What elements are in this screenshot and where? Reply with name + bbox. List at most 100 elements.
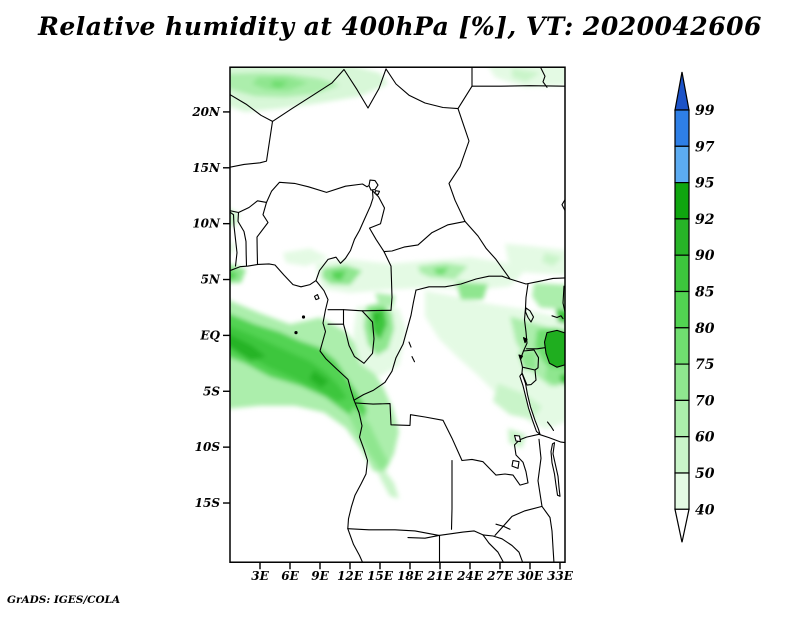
humidity-patch-angola-tongue-ext <box>378 470 399 499</box>
humidity-patch-west-equatorial-spot1 <box>230 334 266 362</box>
lon-tick-label: 15E <box>367 569 394 583</box>
border-burkina-niger-benin <box>230 200 268 214</box>
lat-tick-label: 5N <box>201 273 221 287</box>
humidity-patch-nigeria-pale <box>283 248 328 267</box>
lon-tick-label: 21E <box>426 569 454 583</box>
colorbar-segment <box>674 145 690 184</box>
border-chad-sudan <box>448 108 470 222</box>
colorbar-label: 85 <box>695 285 714 301</box>
border-chad-car <box>383 220 466 253</box>
colorbar-segment <box>674 327 690 365</box>
sao-tome-island <box>294 331 298 335</box>
humidity-patch-sudan-mid <box>542 252 562 267</box>
border-cameroon-nigeria <box>315 190 374 282</box>
lake-chad-south <box>374 190 381 196</box>
humidity-patch-angola-tongue-mid <box>349 406 389 471</box>
plot-title: Relative humidity at 400hPa [%], VT: 202… <box>38 12 762 41</box>
border-mali-niger <box>230 120 274 168</box>
lon-tick-label: 30E <box>517 569 544 583</box>
lon-tick-label: 18E <box>397 569 424 583</box>
border-benin-nigeria <box>256 201 269 265</box>
border-zambia-mozambique <box>494 505 543 536</box>
border-congo-drc-river <box>353 289 417 401</box>
colorbar-label: 90 <box>695 248 715 264</box>
lake-victoria <box>543 329 565 368</box>
border-caprivi <box>407 534 440 539</box>
colorbar-label: 60 <box>695 430 715 446</box>
lon-tick-label: 6E <box>281 569 299 583</box>
humidity-patch-sudan-pale <box>505 243 565 275</box>
colorbar-label: 80 <box>695 321 715 337</box>
humidity-patch-northeast-mid <box>512 68 540 82</box>
border-egypt-sudan <box>471 85 565 87</box>
humidity-patch-south-sudan-halo <box>456 281 488 300</box>
lat-tick-label: 10N <box>192 217 221 231</box>
colorbar-arrow-top <box>674 71 690 111</box>
humidity-patch-congo-north-mid <box>375 292 395 308</box>
border-zambia-malawi <box>537 438 543 507</box>
colorbar-segment <box>674 363 690 402</box>
border-lake-kyoga <box>551 315 564 320</box>
lat-tick-label: 15N <box>192 161 221 175</box>
humidity-patch-coast-5n-core <box>230 271 238 280</box>
border-angola-namibia <box>347 528 484 536</box>
humidity-patch-tanzania-mid <box>545 367 562 387</box>
border-lake-rukwa <box>546 421 555 431</box>
border-tanzania-zambia <box>538 433 565 444</box>
colorbar-segment <box>674 109 690 147</box>
border-rwanda-burundi-internal <box>521 366 536 371</box>
bioko-island <box>313 294 320 301</box>
humidity-patch-cameroon-core <box>332 270 346 281</box>
colorbar-label: 95 <box>695 176 714 192</box>
map-frame <box>229 66 566 563</box>
border-gabon-congo <box>342 310 375 364</box>
border-cameroon-south <box>327 309 392 312</box>
border-car-drc <box>415 275 511 291</box>
lake-edward <box>522 337 528 344</box>
lake-malawi <box>550 442 561 497</box>
lon-tick-label: 12E <box>337 569 364 583</box>
lake-kivu <box>518 354 524 360</box>
colorbar-segment <box>674 182 690 220</box>
colorbar-arrow-bottom <box>674 508 690 543</box>
colorbar-segment <box>674 218 690 256</box>
border-drc-uganda <box>519 283 529 374</box>
lake-albert <box>524 307 535 323</box>
map-borders <box>230 67 565 563</box>
border-drc-zambia <box>461 433 540 486</box>
border-sudan-uganda-kenya <box>509 277 565 285</box>
lat-tick-label: 15S <box>195 496 221 510</box>
lake-bangweulu <box>511 459 520 469</box>
principe-island <box>301 315 306 319</box>
colorbar-segment <box>674 254 690 293</box>
colorbar-label: 40 <box>695 502 715 518</box>
border-lake-tumba <box>408 341 412 348</box>
border-eq-guinea-south <box>327 309 345 325</box>
humidity-patch-north-band-spot <box>271 80 288 89</box>
border-car-cameroon <box>383 251 393 311</box>
humidity-field-soft <box>230 67 565 499</box>
lat-tick-label: 5S <box>203 384 220 398</box>
lat-tick-label: 10S <box>195 440 221 454</box>
colorbar-segment <box>674 472 690 510</box>
colorbar-label: 50 <box>695 466 715 482</box>
colorbar-label: 70 <box>695 393 715 409</box>
lon-tick-label: 9E <box>311 569 329 583</box>
lon-tick-label: 3E <box>251 569 269 583</box>
lon-tick-label: 33E <box>547 569 574 583</box>
colorbar-segment <box>674 399 690 438</box>
humidity-patch-car-core <box>434 267 449 276</box>
border-angola-drc <box>355 402 463 462</box>
border-niger-nigeria <box>265 181 371 203</box>
colorbar-label: 99 <box>695 103 715 119</box>
humidity-field <box>230 67 565 499</box>
humidity-patch-east-lake-spot <box>559 373 565 385</box>
colorbar-label: 97 <box>695 139 715 155</box>
grads-credit: GrADS: IGES/COLA <box>7 594 121 606</box>
border-togo-benin <box>237 211 248 267</box>
humidity-patch-uganda-halo <box>532 282 565 310</box>
lon-tick-label: 24E <box>456 569 484 583</box>
humidity-patch-west-spot-8n <box>230 242 236 254</box>
